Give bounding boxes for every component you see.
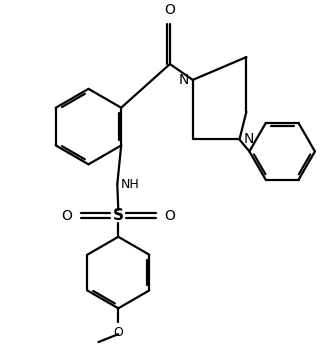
- Text: NH: NH: [120, 178, 139, 191]
- Text: O: O: [62, 209, 73, 223]
- Text: O: O: [113, 326, 123, 339]
- Text: N: N: [179, 73, 189, 87]
- Text: N: N: [244, 132, 254, 147]
- Text: S: S: [113, 209, 124, 223]
- Text: O: O: [164, 209, 175, 223]
- Text: O: O: [164, 3, 175, 17]
